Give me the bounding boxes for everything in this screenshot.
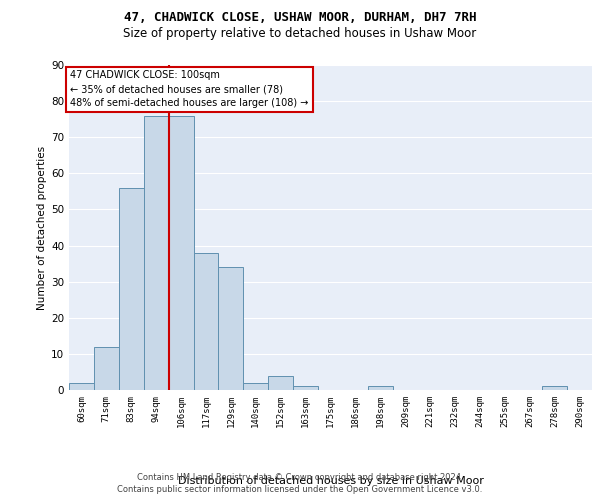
Bar	[144, 116, 169, 390]
Text: Size of property relative to detached houses in Ushaw Moor: Size of property relative to detached ho…	[124, 28, 476, 40]
Bar	[194, 253, 218, 390]
Text: 47, CHADWICK CLOSE, USHAW MOOR, DURHAM, DH7 7RH: 47, CHADWICK CLOSE, USHAW MOOR, DURHAM, …	[124, 11, 476, 24]
Bar	[69, 383, 94, 390]
X-axis label: Distribution of detached houses by size in Ushaw Moor: Distribution of detached houses by size …	[178, 476, 484, 486]
Y-axis label: Number of detached properties: Number of detached properties	[37, 146, 47, 310]
Bar	[542, 386, 567, 390]
Bar	[368, 386, 393, 390]
Bar	[244, 383, 268, 390]
Text: 47 CHADWICK CLOSE: 100sqm
← 35% of detached houses are smaller (78)
48% of semi-: 47 CHADWICK CLOSE: 100sqm ← 35% of detac…	[70, 70, 308, 108]
Bar	[218, 267, 244, 390]
Bar	[119, 188, 144, 390]
Bar	[94, 346, 119, 390]
Bar	[293, 386, 318, 390]
Text: Contains HM Land Registry data © Crown copyright and database right 2024.
Contai: Contains HM Land Registry data © Crown c…	[118, 472, 482, 494]
Bar	[268, 376, 293, 390]
Bar	[169, 116, 194, 390]
